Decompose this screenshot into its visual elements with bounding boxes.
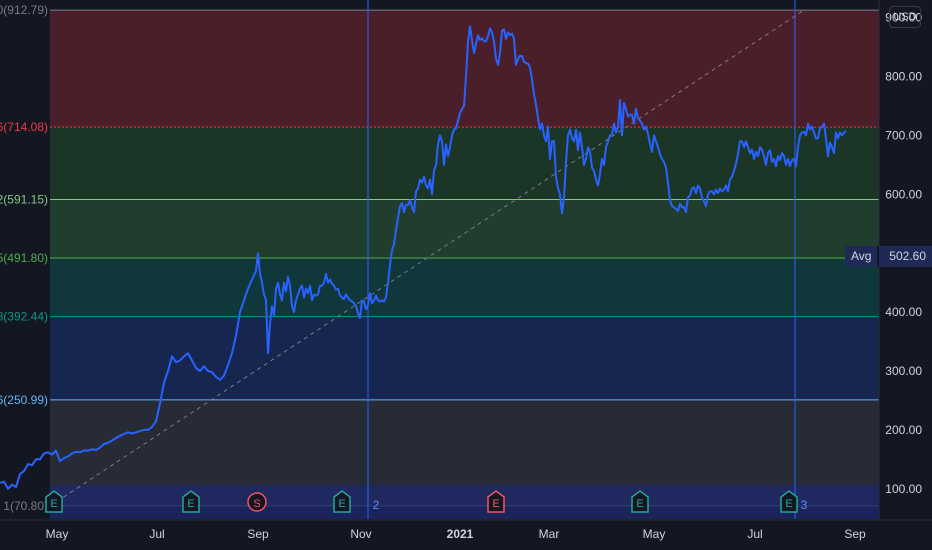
fib-label-1: 0.236(714.08) — [0, 120, 48, 134]
event-marker-label: E — [785, 498, 792, 510]
x-tick-label: Sep — [844, 527, 866, 541]
x-tick-label: Jul — [747, 527, 762, 541]
x-tick-label: May — [46, 527, 69, 541]
y-tick-label: 100.00 — [885, 482, 922, 496]
fib-zone-4 — [50, 316, 879, 400]
fib-zone-3 — [50, 258, 879, 317]
y-tick-label: 700.00 — [885, 128, 922, 142]
fib-label-2: 0.382(591.15) — [0, 193, 48, 207]
earnings-marker[interactable]: E — [780, 490, 798, 513]
event-marker-label: E — [636, 498, 643, 510]
event-marker-label: E — [338, 498, 345, 510]
y-tick-label: 300.00 — [885, 364, 922, 378]
y-tick-label: 200.00 — [885, 423, 922, 437]
earnings-marker-shape — [631, 490, 649, 513]
price-line — [0, 25, 847, 490]
fib-zone-1 — [50, 127, 879, 200]
x-tick-label: Sep — [247, 527, 269, 541]
fib-zone-2 — [50, 199, 879, 259]
avg-price-tag: Avg 502.60 — [845, 246, 932, 267]
y-tick-label: 600.00 — [885, 187, 922, 201]
avg-label: Avg — [845, 246, 878, 267]
avg-value: 502.60 — [879, 246, 932, 267]
x-tick-label: May — [643, 527, 666, 541]
fib-label-6: 1(70.80) — [3, 499, 48, 513]
fib-label-4: 0.618(392.44) — [0, 310, 48, 324]
price-axis-panel — [879, 0, 932, 550]
event-count-label: 3 — [801, 498, 808, 512]
earnings-marker[interactable]: E — [631, 490, 649, 513]
y-tick-label: 400.00 — [885, 305, 922, 319]
earnings-marker[interactable]: E — [487, 490, 505, 513]
fib-label-0: 0(912.79) — [0, 3, 48, 17]
earnings-marker-shape — [333, 490, 351, 513]
x-tick-label: Jul — [149, 527, 164, 541]
earnings-marker[interactable]: E — [45, 490, 63, 513]
fib-zone-0 — [50, 10, 879, 128]
fib-label-5: 0.786(250.99) — [0, 393, 48, 407]
y-tick-label: 900.00 — [885, 11, 922, 25]
event-marker-label: E — [492, 498, 499, 510]
currency-button[interactable]: USD — [889, 6, 921, 28]
fib-label-3: 0.5(491.80) — [0, 251, 48, 265]
earnings-marker-shape — [780, 490, 798, 513]
earnings-marker-shape — [182, 490, 200, 513]
event-marker-label: E — [187, 498, 194, 510]
earnings-marker-shape — [45, 490, 63, 513]
earnings-marker[interactable]: E — [182, 490, 200, 513]
x-tick-label: 2021 — [447, 527, 474, 541]
earnings-marker-shape — [487, 490, 505, 513]
split-marker-circle — [247, 492, 267, 512]
x-tick-label: Nov — [350, 527, 371, 541]
events-bar — [50, 485, 879, 519]
split-marker[interactable]: S — [247, 492, 267, 512]
event-marker-label: E — [50, 498, 57, 510]
earnings-marker[interactable]: E — [333, 490, 351, 513]
event-count-label: 2 — [373, 498, 380, 512]
x-tick-label: Mar — [539, 527, 560, 541]
event-marker-label: S — [253, 498, 260, 510]
y-tick-label: 800.00 — [885, 70, 922, 84]
trend-line — [49, 9, 805, 507]
